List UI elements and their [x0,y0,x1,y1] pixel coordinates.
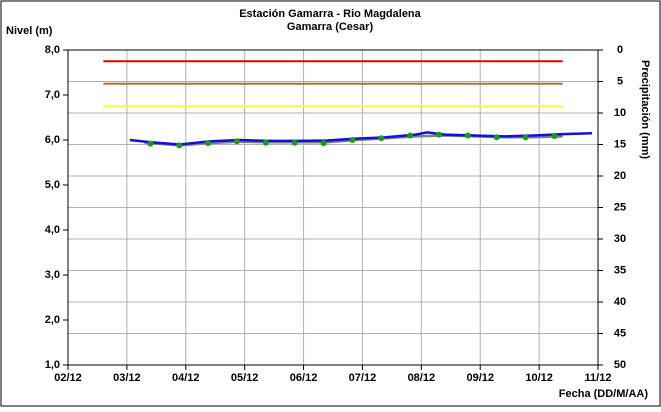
y-axis-label: Nivel (m) [6,25,53,37]
y2-tick-label: 25 [614,201,626,213]
y-tick-label: 8,0 [45,44,60,56]
data-point [551,132,558,139]
chart-title: Estación Gamarra - Rio Magdalena [239,8,421,20]
x-tick-label: 06/12 [290,372,318,384]
y2-tick-label: 30 [614,233,626,245]
y2-tick-label: 35 [614,264,626,276]
data-point [436,131,442,138]
y2-tick-label: 50 [614,359,626,371]
x-tick-label: 04/12 [172,372,200,384]
y2-tick-label: 0 [617,44,623,56]
y-tick-label: 4,0 [45,224,60,236]
x-tick-label: 05/12 [231,372,259,384]
x-tick-label: 09/12 [466,372,494,384]
x-tick-label: 02/12 [54,372,82,384]
y-tick-label: 1,0 [45,359,60,371]
y2-tick-label: 15 [614,138,626,150]
data-point [522,134,529,141]
x-tick-label: 11/12 [585,372,612,384]
y-tick-label: 7,0 [45,89,60,101]
y-tick-label: 5,0 [45,179,60,191]
series-line [129,131,593,146]
data-point [378,135,385,142]
data-point [262,139,269,146]
x-tick-label: 07/12 [349,372,377,384]
data-point [176,142,183,149]
data-point [147,140,154,147]
plot-border [67,49,599,366]
x-tick-label: 10/12 [525,372,553,384]
data-point [291,139,298,146]
x-tick-label: 08/12 [408,372,436,384]
x-axis-label: Fecha (DD/M/AA) [559,388,649,400]
data-point [205,140,212,147]
chart-subtitle: Gamarra (Cesar) [287,21,374,33]
y2-tick-label: 20 [614,170,626,182]
y2-tick-label: 5 [617,75,623,87]
data-point [493,134,500,141]
y2-tick-label: 10 [614,107,626,119]
y-tick-label: 6,0 [45,134,60,146]
data-point [407,132,414,139]
y2-tick-label: 40 [614,296,626,308]
data-point [234,138,241,145]
data-point [349,137,356,143]
y-tick-label: 2,0 [45,314,60,326]
data-point [320,140,327,147]
x-tick-label: 03/12 [113,372,141,384]
y2-axis-label: Precipitación (mm) [639,60,651,159]
y-tick-label: 3,0 [45,269,60,281]
data-point [464,132,471,139]
y2-tick-label: 45 [614,327,626,339]
